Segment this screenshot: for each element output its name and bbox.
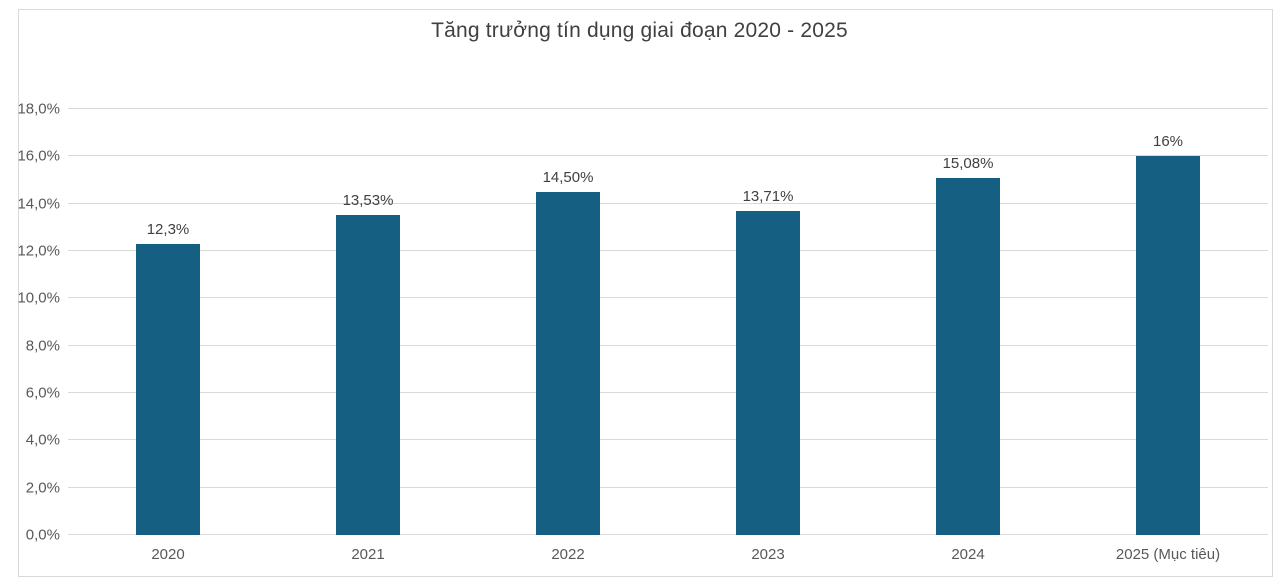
gridline (68, 439, 1268, 441)
gridline (68, 344, 1268, 346)
x-tick-label: 2025 (Mục tiêu) (1115, 546, 1221, 563)
data-label: 14,50% (542, 168, 594, 186)
bar-cell: 14,50% (468, 109, 668, 535)
plot-area: 12,3% 13,53% 14,50% 13,71% 15,08% 16% (68, 108, 1268, 535)
gridline (68, 108, 1268, 109)
y-tick-label: 4,0% (25, 431, 60, 449)
bar (1136, 156, 1200, 535)
data-label: 15,08% (942, 155, 994, 173)
x-tick-label: 2022 (551, 546, 585, 563)
y-tick-label: 2,0% (25, 479, 60, 497)
data-label: 12,3% (146, 220, 190, 238)
bar-cell: 13,53% (268, 109, 468, 535)
gridline (68, 202, 1268, 204)
x-axis: 2020 2021 2022 2023 2024 2025 (Mục tiêu) (68, 546, 1268, 563)
y-tick-label: 10,0% (17, 289, 60, 307)
gridline (68, 250, 1268, 252)
bars-layer: 12,3% 13,53% 14,50% 13,71% 15,08% 16% (68, 109, 1268, 535)
y-tick-label: 14,0% (17, 195, 60, 213)
x-tick-label: 2023 (751, 546, 785, 563)
data-label: 13,53% (342, 191, 394, 209)
y-tick-label: 16,0% (17, 147, 60, 165)
bar-cell: 12,3% (68, 109, 268, 535)
y-tick-label: 0,0% (25, 526, 60, 544)
chart-frame (18, 9, 1273, 577)
y-tick-label: 8,0% (25, 337, 60, 355)
bar (136, 243, 200, 535)
bar (936, 178, 1000, 535)
y-tick-label: 6,0% (25, 384, 60, 402)
gridline (68, 486, 1268, 488)
bar-cell: 13,71% (668, 109, 868, 535)
y-tick-label: 18,0% (17, 100, 60, 118)
bar-cell: 16% (1068, 109, 1268, 535)
data-label: 13,71% (742, 187, 794, 205)
x-tick-label: 2020 (151, 546, 185, 563)
chart-title: Tăng trưởng tín dụng giai đoạn 2020 - 20… (431, 19, 848, 42)
gridline (68, 392, 1268, 394)
bar-cell: 15,08% (868, 109, 1068, 535)
gridline (68, 534, 1268, 535)
data-label: 16% (1152, 133, 1184, 151)
y-tick-label: 12,0% (17, 242, 60, 260)
x-tick-label: 2021 (351, 546, 385, 563)
bar (336, 214, 400, 535)
bar (536, 191, 600, 535)
gridline (68, 155, 1268, 157)
bar (736, 210, 800, 535)
x-tick-label: 2024 (951, 546, 985, 563)
y-axis: 0,0% 2,0% 4,0% 6,0% 8,0% 10,0% 12,0% 14,0% 16,0%… (0, 101, 60, 544)
gridline (68, 297, 1268, 299)
